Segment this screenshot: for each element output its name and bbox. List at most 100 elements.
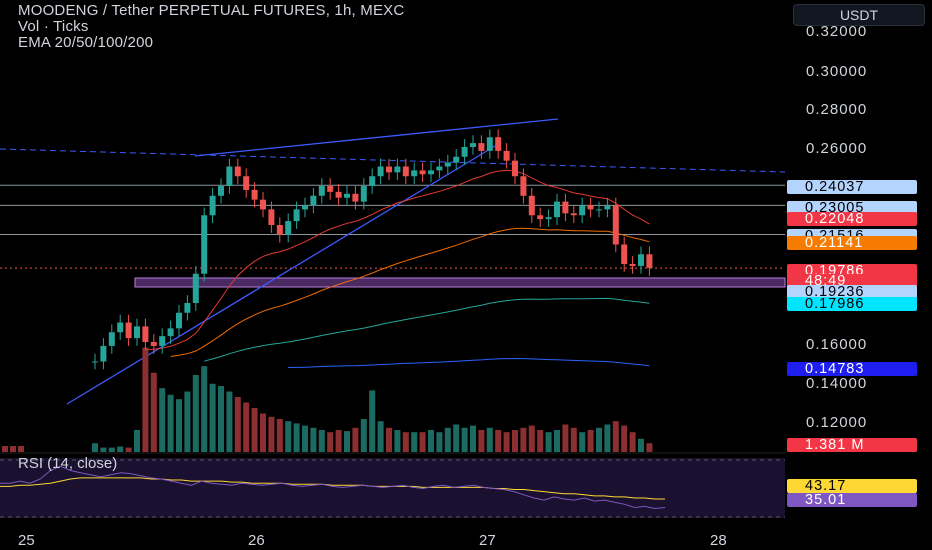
price-tag: 0.24037 (787, 180, 917, 194)
candle-body (293, 209, 300, 222)
currency-button[interactable]: USDT (793, 4, 925, 26)
volume-bar (621, 425, 628, 452)
volume-bar (2, 446, 8, 452)
candle-body (386, 166, 392, 173)
volume-bar (411, 432, 418, 452)
volume-bar (352, 427, 359, 452)
candle-body (302, 205, 308, 210)
volume-bar (302, 425, 308, 452)
candle-body (444, 162, 451, 167)
candle-body (344, 193, 350, 198)
x-tick-label: 28 (710, 532, 727, 549)
candle-body (192, 273, 199, 303)
volume-bar (100, 447, 107, 452)
candle-body (621, 244, 628, 264)
ema-indicator-label: EMA 20/50/100/200 (18, 34, 154, 51)
volume-bar (470, 425, 476, 452)
candle-body (596, 209, 602, 211)
volume-bar (344, 431, 350, 452)
volume-bar (402, 432, 409, 452)
volume-bar (176, 399, 182, 452)
candle-body (226, 166, 233, 186)
candle-body (528, 195, 535, 216)
candle-body (486, 137, 493, 151)
candle-body (512, 160, 518, 177)
ema200-line (288, 357, 650, 368)
volume-bar (226, 391, 233, 452)
volume-bar (192, 375, 199, 452)
y-tick-label: 0.14000 (806, 375, 868, 392)
volume-bar (503, 432, 510, 452)
candle-body (159, 336, 166, 346)
price-tag: 48:49 (787, 274, 917, 288)
volume-bar (268, 416, 275, 452)
candle-body (167, 328, 174, 337)
volume-bar (159, 388, 166, 452)
candle-body (150, 342, 157, 346)
volume-bar (612, 421, 619, 452)
volume-bar (310, 427, 317, 452)
y-tick-label: 0.30000 (806, 63, 868, 80)
volume-bar (108, 447, 115, 452)
volume-bar (646, 443, 653, 452)
candle-body (318, 186, 325, 196)
candle-body (134, 326, 140, 339)
dashed-trendline (0, 148, 786, 173)
candle-body (453, 156, 460, 163)
candle-body (276, 225, 283, 235)
chart-title: MOODENG / Tether PERPETUAL FUTURES, 1h, … (18, 2, 405, 19)
y-tick-label: 0.16000 (806, 336, 868, 353)
volume-bar (512, 430, 518, 452)
candle-body (125, 322, 132, 339)
volume-bar (537, 430, 544, 452)
volume-bar (18, 446, 24, 452)
ema100-line (204, 297, 650, 362)
candle-body (209, 195, 216, 216)
candle-body (470, 143, 476, 147)
candle-body (100, 345, 107, 362)
volume-bar (134, 430, 140, 452)
volume-bar (545, 432, 552, 452)
x-tick-label: 25 (18, 532, 35, 549)
volume-bar (369, 390, 376, 452)
candle-body (142, 326, 149, 342)
volume-bar (520, 427, 527, 452)
volume-bar (570, 427, 577, 452)
volume-bar (293, 423, 300, 452)
volume-bar (117, 446, 124, 452)
upper-trendline (194, 118, 559, 157)
ema50-line (170, 227, 650, 357)
price-tag: 0.14783 (787, 362, 917, 376)
volume-bar (444, 427, 451, 452)
volume-bar (579, 432, 586, 452)
volume-bar (327, 432, 334, 452)
candle-body (260, 199, 266, 210)
volume-bar (436, 432, 443, 452)
volume-bar (419, 432, 426, 452)
candle-body (629, 264, 636, 266)
volume-bar (10, 446, 16, 452)
rsi-ma-line (0, 477, 665, 500)
volume-bar (218, 386, 224, 452)
candle-body (570, 213, 577, 216)
candle-body (503, 150, 510, 161)
volume-bar (201, 366, 208, 452)
volume-bar (394, 430, 401, 452)
volume-bar (150, 372, 157, 452)
volume-indicator-label: Vol · Ticks (18, 18, 89, 35)
y-tick-label: 0.32000 (806, 23, 868, 40)
volume-bar (125, 447, 132, 452)
candle-body (117, 322, 124, 333)
volume-bar (167, 394, 174, 452)
candle-body (201, 215, 208, 274)
candle-body (360, 186, 367, 202)
candle-body (436, 166, 443, 171)
candle-body (310, 195, 317, 206)
volume-bar (251, 408, 258, 452)
rsi-value-tag: 35.01 (787, 493, 917, 507)
volume-bar (276, 419, 283, 452)
candle-body (537, 215, 544, 220)
y-tick-label: 0.12000 (806, 414, 868, 431)
price-tag: 0.23005 (787, 201, 917, 215)
